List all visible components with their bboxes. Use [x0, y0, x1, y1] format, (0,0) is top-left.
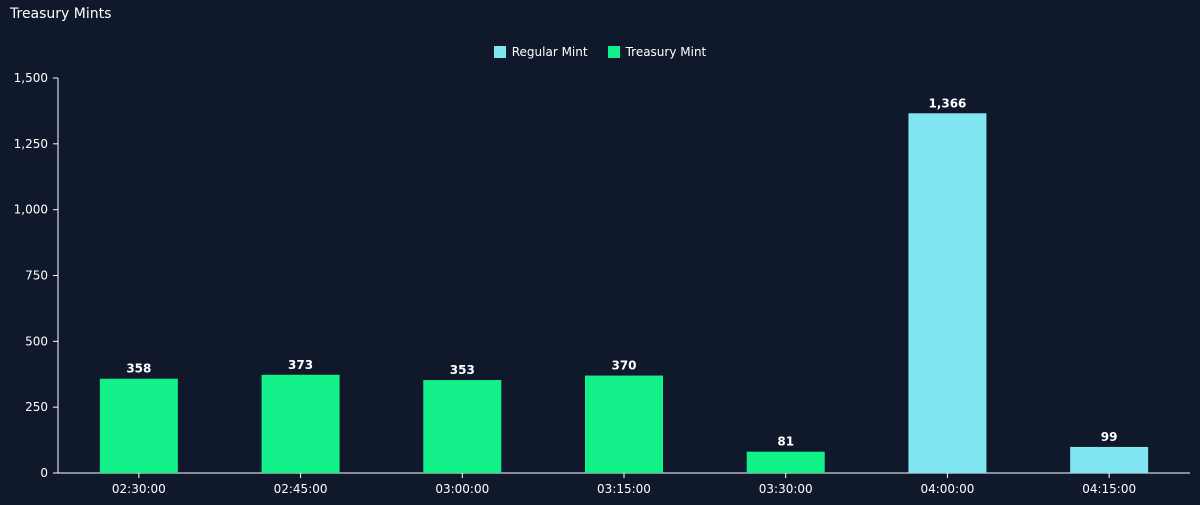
- y-tick-label: 1,250: [14, 137, 48, 151]
- data-label: 81: [777, 435, 794, 449]
- x-tick-label: 04:15:00: [1082, 482, 1136, 496]
- legend-swatch-treasury-mint: [607, 46, 620, 58]
- y-tick-label: 1,500: [14, 71, 48, 85]
- x-tick-label: 03:15:00: [597, 482, 651, 496]
- y-tick-label: 750: [25, 269, 48, 283]
- legend-label-regular-mint: Regular Mint: [511, 45, 588, 59]
- panel-title: Treasury Mints: [10, 6, 112, 22]
- data-label: 370: [611, 359, 636, 373]
- y-tick-label: 0: [40, 466, 48, 480]
- x-tick-label: 02:45:00: [274, 482, 328, 496]
- bar-treasury-mint: [423, 380, 502, 473]
- y-tick-label: 1,000: [14, 203, 48, 217]
- bar-treasury-mint: [261, 374, 340, 473]
- legend-item-regular-mint[interactable]: Regular Mint: [493, 45, 588, 59]
- x-tick-label: 02:30:00: [112, 482, 166, 496]
- data-label: 1,366: [928, 96, 966, 110]
- legend-label-treasury-mint: Treasury Mint: [625, 45, 707, 59]
- data-label: 99: [1101, 430, 1118, 444]
- x-tick-label: 03:30:00: [759, 482, 813, 496]
- data-label: 358: [126, 362, 151, 376]
- legend-swatch-regular-mint: [493, 46, 506, 58]
- y-tick-label: 500: [25, 334, 48, 348]
- data-label: 373: [288, 358, 313, 372]
- legend: Regular Mint Treasury Mint: [0, 45, 1200, 59]
- bar-regular-mint: [1070, 446, 1149, 473]
- x-tick-label: 03:00:00: [435, 482, 489, 496]
- bar-regular-mint: [908, 113, 987, 473]
- data-label: 353: [450, 363, 475, 377]
- y-tick-label: 250: [25, 400, 48, 414]
- bar-treasury-mint: [99, 378, 178, 473]
- bar-treasury-mint: [746, 451, 825, 473]
- x-tick-label: 04:00:00: [920, 482, 974, 496]
- legend-item-treasury-mint[interactable]: Treasury Mint: [607, 45, 707, 59]
- bar-treasury-mint: [585, 375, 663, 473]
